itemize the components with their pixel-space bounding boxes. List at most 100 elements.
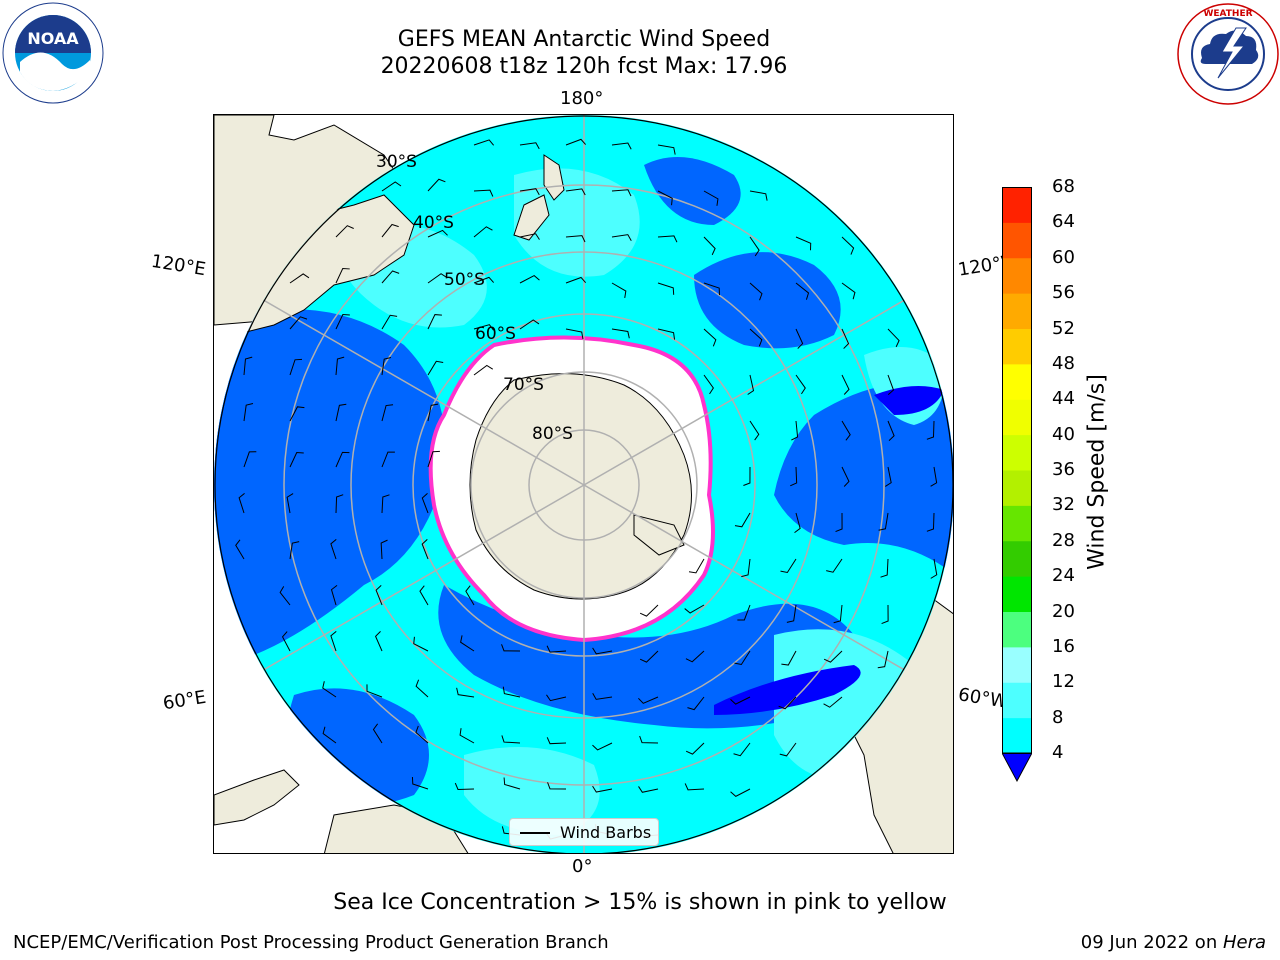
wind-barb [657, 328, 676, 340]
wind-barb [519, 274, 540, 284]
wind-barb [703, 282, 721, 296]
wind-barb [747, 374, 755, 395]
wind-barb [238, 492, 245, 514]
colorbar-tick-label: 20 [1052, 600, 1075, 622]
wind-barb [380, 539, 388, 560]
wind-barb [473, 276, 495, 284]
wind-barb [289, 451, 304, 468]
wind-barb [703, 190, 719, 206]
wind-barb [743, 466, 751, 486]
wind-barb [657, 282, 675, 295]
wind-barb [887, 374, 895, 396]
colorbar-tick-label: 64 [1052, 211, 1075, 233]
wind-barb [381, 270, 400, 284]
wind-barb [611, 189, 632, 197]
wind-barb [335, 356, 345, 376]
wind-barb [592, 693, 613, 700]
colorbar-segment [1002, 363, 1032, 400]
wind-barb [878, 512, 889, 531]
wind-barb [592, 647, 613, 655]
wind-barb-legend-label: Wind Barbs [560, 823, 652, 842]
colorbar-extend-arrow [1002, 752, 1032, 783]
colorbar-tick-label: 28 [1052, 529, 1075, 551]
colorbar-segment [1002, 611, 1032, 648]
ocean-disk [214, 115, 953, 853]
wind-barb [289, 406, 305, 422]
wind-barb [503, 777, 521, 790]
colorbar-segment [1002, 505, 1032, 542]
wind-barb [381, 181, 402, 192]
wind-barb [639, 735, 659, 744]
wind-barb [322, 681, 337, 698]
colorbar-segment [1002, 540, 1032, 577]
wind-barb [375, 584, 383, 606]
wind-barb [411, 776, 429, 790]
lon-label-60e: 60°E [161, 686, 208, 715]
wind-barb [427, 178, 446, 192]
wind-barb [335, 314, 350, 330]
wind-barb [459, 728, 475, 744]
wind-barb [778, 696, 797, 710]
svg-text:WEATHER: WEATHER [1203, 9, 1252, 19]
colorbar-segment [1002, 646, 1032, 683]
wind-barb [733, 742, 751, 757]
wind-barb [926, 420, 935, 440]
wind-barb [335, 494, 344, 514]
wind-barb [565, 328, 584, 340]
wind-barb [930, 466, 938, 487]
wind-barb [685, 650, 705, 663]
colorbar-outline [1002, 187, 1032, 754]
wind-barb [887, 420, 895, 441]
wind-barb [243, 356, 253, 376]
wind-barb [703, 328, 717, 347]
colorbar-tick-label: 48 [1052, 352, 1075, 374]
wind-barb [657, 190, 673, 206]
wind-barb [281, 631, 291, 652]
machine-name: Hera [1222, 932, 1266, 953]
wind-barb [565, 188, 586, 196]
colorbar-tick-label: 52 [1052, 317, 1075, 339]
wind-barb [547, 782, 567, 790]
wind-barb [749, 236, 760, 257]
wind-barb [473, 364, 494, 376]
lon-label-0: 0° [572, 856, 593, 877]
colorbar-segment [1002, 717, 1032, 754]
wind-barb [413, 636, 429, 652]
wind-barb [841, 328, 850, 349]
colorbar-segment [1002, 470, 1032, 506]
wind-barb [330, 538, 337, 560]
wind-barb [415, 725, 429, 744]
wind-barb [639, 604, 659, 617]
wind-barb [592, 742, 613, 751]
wind-barb [749, 420, 760, 441]
colorbar-segment [1002, 328, 1032, 365]
date-text: 09 Jun 2022 on [1080, 932, 1223, 953]
colorbar-tick-label: 56 [1052, 282, 1075, 304]
wind-barb [565, 235, 586, 243]
colorbar-segment [1002, 399, 1032, 436]
wind-barb [841, 282, 856, 300]
lon-label-180: 180° [560, 88, 604, 109]
wind-barb [381, 314, 398, 330]
wind-barb [427, 273, 448, 284]
wind-barb [737, 604, 751, 621]
wind-barb [335, 451, 350, 468]
wind-barb [419, 585, 429, 606]
wind-barb [741, 558, 751, 578]
wind-barb [592, 785, 613, 793]
colorbar-segment [1002, 293, 1032, 329]
wind-barb [749, 190, 768, 201]
wind-barb [330, 584, 338, 606]
colorbar-tick-label: 16 [1052, 635, 1075, 657]
chart-subtitle: 20220608 t18z 120h fcst Max: 17.96 [380, 54, 788, 79]
colorbar-segment [1002, 222, 1032, 259]
wind-barb [546, 645, 567, 653]
wind-barb [279, 586, 291, 606]
wind-barb [786, 604, 797, 623]
wind-barb [322, 726, 337, 744]
wind-barb [638, 786, 659, 793]
wind-barb [565, 138, 587, 146]
wind-barb [501, 735, 521, 744]
colorbar-segment [1002, 682, 1032, 719]
wind-barb [841, 374, 850, 395]
